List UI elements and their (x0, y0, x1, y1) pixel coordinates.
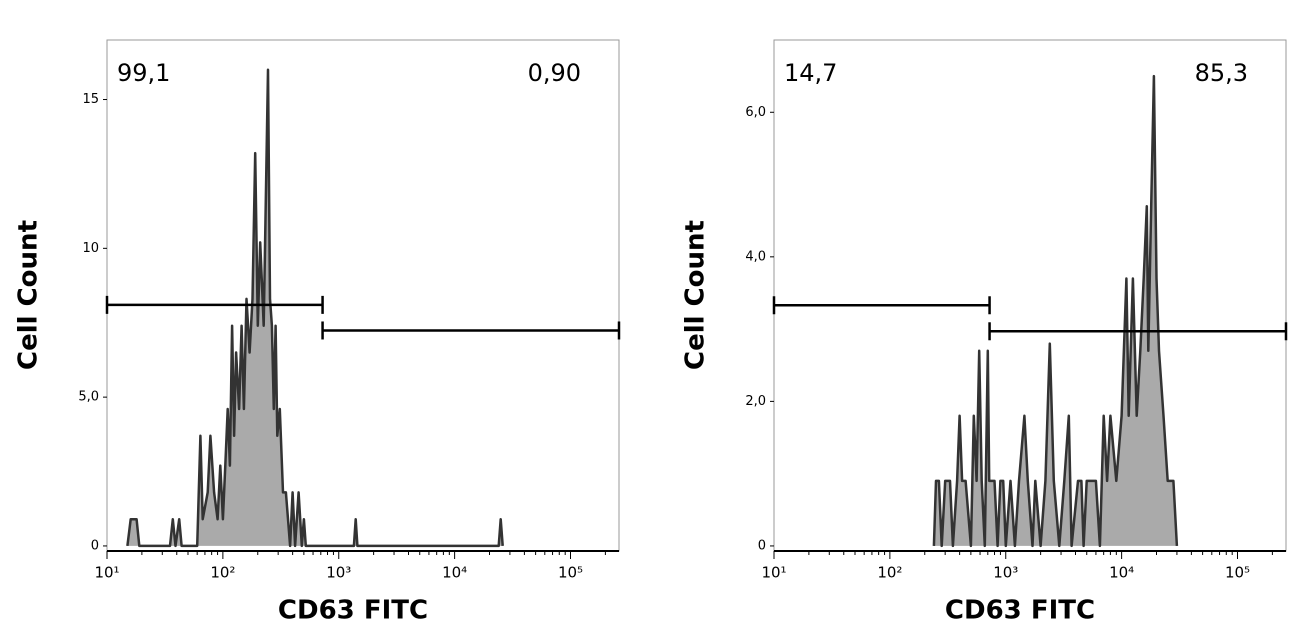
y-tick-label: 4,0 (745, 249, 766, 264)
x-tick-label: 10³ (326, 564, 351, 582)
y-tick-label: 5,0 (78, 390, 99, 405)
x-tick-label: 10¹ (761, 564, 786, 582)
y-tick-label: 6,0 (745, 105, 766, 120)
histogram-area (127, 69, 503, 546)
x-tick-label: 10⁴ (1109, 564, 1134, 582)
x-tick-label: 10⁴ (442, 564, 467, 582)
y-axis-title: Cell Count (14, 220, 44, 370)
y-tick-label: 0 (758, 538, 766, 553)
plot-frame (773, 39, 1287, 552)
histogram-line (932, 74, 1179, 548)
gate-label: 99,1 (117, 59, 170, 87)
gate-label: 14,7 (784, 59, 837, 87)
histogram-line (126, 68, 504, 548)
y-tick-label: 10 (82, 241, 99, 256)
plot-frame (106, 39, 620, 552)
x-axis-title: CD63 FITC (945, 596, 1095, 626)
x-axis-title: CD63 FITC (278, 596, 428, 626)
panel: 0 2,0 4,0 6,0 10¹ 10² 10³ 10⁴ 10⁵ 14,7 85,3 CD63 FI… (681, 39, 1288, 626)
x-tick-label: 10⁵ (1225, 564, 1250, 582)
x-tick-label: 10⁵ (558, 564, 583, 582)
gate-label: 85,3 (1195, 59, 1248, 87)
panel: 0 5,0 10 15 10¹ 10² 10³ 10⁴ 10⁵ 99,1 0,90 CD63 FITC… (14, 39, 621, 626)
y-tick-label: 2,0 (745, 394, 766, 409)
y-axis-title: Cell Count (681, 220, 711, 370)
x-tick-label: 10¹ (94, 564, 119, 582)
y-tick-label: 15 (82, 92, 99, 107)
x-tick-label: 10² (877, 564, 902, 582)
gate-label: 0,90 (528, 59, 581, 87)
histogram-area (933, 76, 1177, 546)
x-tick-label: 10³ (993, 564, 1018, 582)
x-tick-label: 10² (210, 564, 235, 582)
y-tick-label: 0 (91, 538, 99, 553)
